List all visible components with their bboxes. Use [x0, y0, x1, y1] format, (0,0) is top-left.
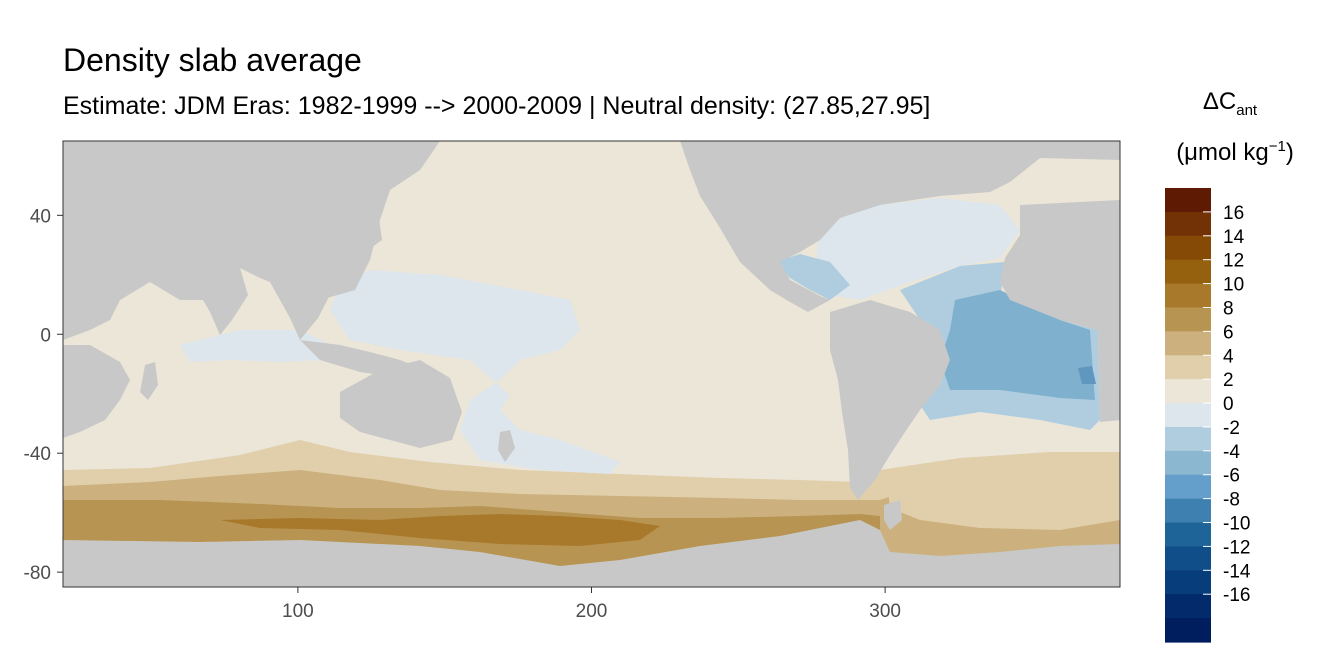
legend-swatch	[1165, 403, 1211, 428]
pacific-light-blue-region	[330, 270, 620, 474]
legend-swatch	[1165, 570, 1211, 595]
y-tick-label: 0	[40, 325, 51, 346]
legend-label: -10	[1223, 514, 1250, 535]
land-madagascar	[140, 362, 158, 400]
legend-swatch	[1165, 307, 1211, 332]
legend-swatch	[1165, 355, 1211, 380]
legend-swatch	[1165, 379, 1211, 404]
legend-colorbar: 16 14 12 108 6 4 2 0 -2 -4 -6 -8 -10-12 -14 -16	[1165, 188, 1251, 643]
land-south-america	[830, 300, 950, 500]
indian-light-blue-region	[180, 330, 330, 362]
legend-swatch	[1165, 188, 1211, 213]
atlantic-dark-blue-spot	[1078, 366, 1096, 384]
legend-label: -4	[1223, 442, 1240, 463]
legend-label: 16	[1223, 203, 1244, 224]
y-tick-label: 40	[30, 206, 51, 227]
x-tick-label: 100	[282, 601, 314, 622]
legend-unit: (μmol kg−1)	[1150, 138, 1320, 167]
chart-title: Density slab average	[63, 42, 362, 78]
land-north-america	[680, 141, 1120, 312]
legend-label: -2	[1223, 418, 1240, 439]
legend-title: ΔCant	[1150, 88, 1310, 119]
legend-swatch	[1165, 259, 1211, 285]
chart-subtitle: Estimate: JDM Eras: 1982-1999 --> 2000-2…	[63, 92, 931, 120]
legend-label: 14	[1223, 227, 1245, 248]
legend-swatch	[1165, 235, 1211, 261]
legend-swatch	[1165, 594, 1211, 619]
legend-label: 4	[1223, 346, 1234, 367]
legend-swatch	[1165, 426, 1211, 452]
x-tick-label: 200	[576, 601, 608, 622]
land-india	[200, 268, 248, 335]
legend-label: 6	[1223, 322, 1234, 343]
legend-label: -8	[1223, 490, 1240, 511]
legend-unit-open: (μmol kg	[1176, 139, 1269, 166]
legend-swatch	[1165, 522, 1211, 548]
legend-label: 2	[1223, 370, 1234, 391]
legend-label: 12	[1223, 251, 1244, 272]
land-japan	[358, 212, 382, 250]
land-east-africa-horn	[63, 345, 130, 438]
band-brown	[220, 514, 660, 546]
legend-title-symbol: ΔC	[1202, 88, 1237, 115]
land-greenland	[900, 141, 1010, 190]
legend-label: -16	[1223, 585, 1250, 606]
y-tick-label: -40	[24, 444, 51, 465]
y-axis: 40 0 -40 -80	[24, 206, 63, 584]
land-group	[63, 141, 1120, 587]
legend-label: 0	[1223, 394, 1234, 415]
legend-swatch	[1165, 283, 1211, 309]
land-antarctica	[63, 520, 1120, 587]
land-indochina	[270, 268, 330, 340]
legend-unit-close: )	[1285, 139, 1294, 166]
legend-swatch	[1165, 546, 1211, 571]
gulf-blue-region	[775, 254, 850, 300]
legend-swatch	[1165, 498, 1211, 524]
x-axis: 100 200 300	[282, 587, 901, 622]
land-africa-west	[1000, 200, 1120, 422]
legend-swatch	[1165, 618, 1211, 643]
land-australia	[340, 360, 462, 448]
land-antarctic-peninsula	[884, 500, 902, 530]
x-tick-label: 300	[869, 601, 901, 622]
atlantic-blue-region	[940, 290, 1095, 400]
y-tick-label: -80	[24, 563, 51, 584]
legend-label: -12	[1223, 537, 1250, 558]
legend-unit-sup: −1	[1268, 138, 1286, 155]
legend-label: 8	[1223, 298, 1234, 319]
band-tan-right	[886, 462, 1120, 530]
legend-label: -14	[1223, 561, 1251, 582]
atlantic-light-blue-region	[815, 198, 1020, 300]
land-eurasia	[63, 141, 440, 340]
legend-swatch	[1165, 474, 1211, 500]
legend-label: 10	[1223, 275, 1244, 296]
legend-swatch	[1165, 331, 1211, 356]
legend-swatch	[1165, 450, 1211, 476]
legend-label: -6	[1223, 466, 1240, 487]
legend-swatch	[1165, 211, 1211, 237]
map-panel	[63, 141, 1120, 587]
land-new-zealand	[498, 430, 515, 462]
legend-title-subscript: ant	[1236, 101, 1258, 119]
